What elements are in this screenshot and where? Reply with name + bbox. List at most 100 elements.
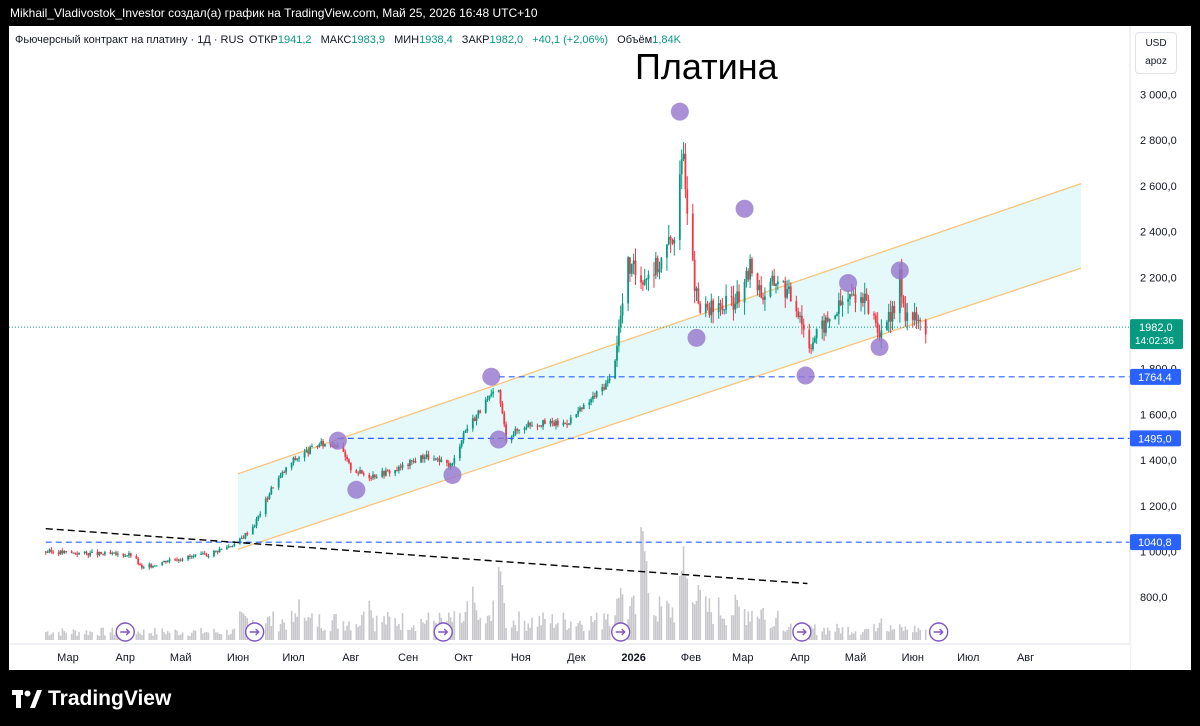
candle-body: [529, 422, 532, 426]
volume-bar: [396, 625, 398, 640]
volume-bar: [192, 630, 195, 640]
candle-body: [497, 390, 500, 392]
candle-body: [349, 462, 352, 471]
candle-body: [861, 297, 864, 303]
candle-body: [87, 553, 90, 556]
candle-body: [155, 565, 158, 567]
volume-bar: [226, 629, 228, 640]
chart-panel[interactable]: 800,01 000,01 200,01 400,01 600,01 800,0…: [9, 26, 1191, 670]
candle-body: [61, 550, 64, 554]
candle-body: [152, 565, 154, 568]
volume-bar: [786, 630, 788, 640]
volume-bar: [460, 622, 463, 640]
volume-bar: [660, 606, 663, 640]
volume-bar: [788, 627, 790, 640]
currency-code[interactable]: USD: [1145, 38, 1167, 49]
volume-bar: [213, 628, 215, 640]
candle-body: [876, 322, 879, 333]
volume-bar: [782, 630, 785, 640]
candle-body: [721, 305, 724, 311]
candle-body: [549, 421, 552, 424]
candle-body: [479, 410, 482, 413]
volume-bar: [411, 627, 413, 640]
candle-body: [233, 543, 236, 547]
volume-bar: [886, 631, 888, 640]
volume-bar: [551, 614, 554, 640]
chart-legend[interactable]: Фьючерсный контракт на платину · 1Д · RU…: [15, 34, 687, 46]
candle-body: [629, 257, 631, 274]
candle-body: [821, 320, 824, 329]
volume-bar: [349, 630, 352, 640]
volume-bar: [553, 627, 555, 640]
candle-body: [320, 441, 323, 445]
volume-bar: [540, 625, 543, 640]
candle-body: [776, 281, 779, 284]
candle-body: [630, 264, 633, 274]
volume-bar: [710, 612, 713, 640]
candle-body: [124, 555, 127, 557]
candle-body: [568, 423, 570, 425]
candle-body: [906, 312, 909, 321]
candle-body: [551, 421, 554, 423]
volume-bar: [102, 627, 104, 640]
candle-body: [758, 285, 761, 291]
candle-body: [564, 422, 567, 424]
x-tick-label: Сен: [398, 652, 418, 664]
candle-body: [344, 451, 347, 457]
candle-body: [762, 297, 764, 300]
event-arrow-icon: [249, 628, 260, 636]
volume-bar: [717, 597, 720, 640]
volume-bar: [422, 622, 424, 640]
pivot-marker: [687, 328, 706, 347]
volume-bar: [346, 625, 348, 640]
scale-mode[interactable]: apoz: [1145, 56, 1167, 67]
pivot-marker: [839, 274, 858, 293]
candle-body: [137, 558, 140, 565]
volume-bar: [671, 607, 674, 640]
close-value: 1982,0: [489, 34, 524, 46]
candle-body: [453, 458, 456, 464]
candle-body: [220, 548, 223, 550]
candle-body: [166, 561, 169, 563]
candle-body: [383, 470, 385, 476]
candle-body: [226, 547, 228, 549]
volume-bar: [372, 617, 374, 640]
price-chart[interactable]: 800,01 000,01 200,01 400,01 600,01 800,0…: [9, 26, 1191, 670]
tradingview-logo[interactable]: TradingView: [12, 684, 171, 714]
volume-bar: [168, 632, 171, 640]
candle-body: [865, 293, 868, 301]
candle-body: [606, 380, 609, 384]
volume-bar: [477, 619, 480, 640]
currency-selector[interactable]: USD apoz: [1135, 32, 1177, 74]
volume-bar: [510, 627, 513, 640]
x-tick-label: 2026: [621, 652, 645, 664]
volume-bar: [655, 616, 657, 640]
volume-bar: [161, 628, 164, 640]
volume-bar: [523, 620, 526, 640]
volume-bar: [850, 632, 853, 640]
candle-body: [440, 459, 443, 462]
candle-body: [473, 418, 476, 421]
volume-bar: [751, 610, 753, 640]
volume-bar: [348, 621, 350, 640]
volume-bar: [549, 623, 552, 640]
candle-body: [782, 281, 785, 283]
volume-bar: [242, 613, 245, 640]
volume-bar: [758, 618, 761, 640]
candle-body: [50, 549, 53, 552]
volume-bar: [749, 621, 751, 640]
change-value: +40,1 (+2,06%): [532, 34, 609, 46]
high-value: 1983,9: [351, 34, 385, 46]
volume-bar: [889, 625, 892, 640]
volume-bar: [154, 628, 156, 640]
volume-bar: [838, 628, 840, 640]
candle-body: [617, 327, 620, 346]
candle-body: [666, 244, 668, 258]
candle-body: [423, 456, 426, 460]
volume-bar: [139, 633, 141, 640]
instrument-name[interactable]: Фьючерсный контракт на платину · 1Д · RU…: [15, 34, 244, 46]
volume-bar: [466, 601, 469, 640]
candle-body: [251, 526, 254, 535]
volume-bar: [407, 629, 409, 640]
volume-bar: [673, 622, 676, 640]
